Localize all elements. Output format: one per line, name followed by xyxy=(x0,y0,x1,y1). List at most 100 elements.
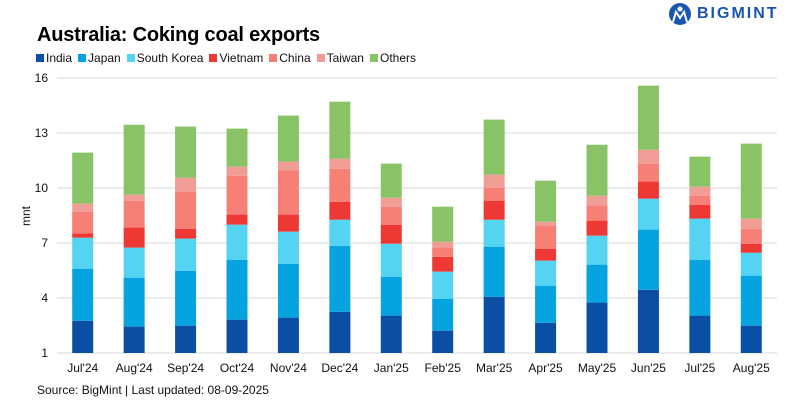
legend-swatch xyxy=(369,54,378,62)
bar-segment-south-korea xyxy=(123,247,145,278)
bar-segment-china xyxy=(277,170,299,215)
bar-segment-south-korea xyxy=(175,238,197,271)
bar-segment-china xyxy=(380,206,402,225)
bar-segment-south-korea xyxy=(329,219,351,246)
bar-segment-taiwan xyxy=(740,218,762,229)
x-tick-label: Feb'25 xyxy=(425,361,462,375)
y-tick-label: 10 xyxy=(35,181,49,195)
bar-segment-japan xyxy=(637,229,659,290)
bar-segment-vietnam xyxy=(123,227,145,248)
bar-segment-others xyxy=(226,128,248,167)
bar-segment-south-korea xyxy=(380,243,402,277)
bar-segment-south-korea xyxy=(277,231,299,264)
bar-segment-others xyxy=(175,126,197,178)
bar-segment-vietnam xyxy=(535,248,557,261)
bar-segment-japan xyxy=(432,298,454,331)
bar-segment-vietnam xyxy=(586,220,608,236)
bar-segment-taiwan xyxy=(483,174,505,188)
legend-item-vietnam: Vietnam xyxy=(209,51,263,65)
bar-segment-japan xyxy=(689,259,711,316)
bar-segment-others xyxy=(483,119,505,175)
bar-segment-china xyxy=(226,175,248,215)
y-tick-label: 16 xyxy=(35,71,49,85)
x-tick-label: Nov'24 xyxy=(270,361,307,375)
bar-segment-china xyxy=(432,247,454,257)
legend-swatch xyxy=(78,54,87,62)
bar-segment-others xyxy=(123,124,145,195)
bar-segment-japan xyxy=(740,275,762,326)
bar-segment-others xyxy=(380,163,402,198)
bar-segment-taiwan xyxy=(329,158,351,169)
bar-segment-japan xyxy=(226,259,248,320)
x-tick-label: May'25 xyxy=(578,361,617,375)
x-tick-label: Sep'24 xyxy=(167,361,204,375)
bar-segment-japan xyxy=(483,246,505,297)
legend-item-taiwan: Taiwan xyxy=(316,51,364,65)
bar-segment-taiwan xyxy=(689,186,711,196)
bar-segment-taiwan xyxy=(586,195,608,206)
legend-swatch xyxy=(126,54,135,62)
bar-segment-taiwan xyxy=(123,194,145,201)
bar-segment-south-korea xyxy=(226,224,248,260)
bar-segment-south-korea xyxy=(637,198,659,230)
bar-segment-china xyxy=(740,228,762,244)
bar-segment-china xyxy=(637,163,659,182)
legend-item-south-korea: South Korea xyxy=(126,51,204,65)
bar-segment-taiwan xyxy=(226,166,248,176)
y-tick-label: 1 xyxy=(41,346,48,360)
bar-segment-taiwan xyxy=(535,221,557,226)
bar-segment-china xyxy=(175,191,197,229)
bar-segment-others xyxy=(277,115,299,162)
x-tick-label: Jul'25 xyxy=(684,361,715,375)
bar-segment-india xyxy=(175,325,197,353)
bar-segment-others xyxy=(72,152,94,204)
legend-swatch xyxy=(209,54,218,62)
legend-label: Taiwan xyxy=(326,51,364,65)
bar-segment-china xyxy=(586,205,608,221)
x-tick-label: Aug'24 xyxy=(116,361,153,375)
bar-segment-japan xyxy=(277,263,299,318)
bar-segment-india xyxy=(380,315,402,353)
bar-segment-china xyxy=(689,195,711,205)
bar-segment-japan xyxy=(586,264,608,303)
bar-segment-south-korea xyxy=(72,237,94,269)
bar-segment-vietnam xyxy=(72,233,94,238)
bar-segment-vietnam xyxy=(689,204,711,219)
bar-segment-china xyxy=(483,187,505,201)
legend-label: China xyxy=(279,51,311,65)
bar-segment-vietnam xyxy=(175,228,197,239)
legend-label: South Korea xyxy=(136,51,204,65)
x-tick-label: Dec'24 xyxy=(321,361,358,375)
bar-segment-india xyxy=(72,320,94,353)
source-note: Source: BigMint | Last updated: 08-09-20… xyxy=(37,383,269,397)
bar-segment-south-korea xyxy=(483,219,505,247)
bar-segment-south-korea xyxy=(535,260,557,286)
x-tick-label: Apr'25 xyxy=(528,361,563,375)
x-tick-label: Jan'25 xyxy=(374,361,409,375)
y-tick-label: 4 xyxy=(41,291,48,305)
legend-swatch xyxy=(316,54,325,62)
legend-item-japan: Japan xyxy=(78,51,121,65)
bar-segment-india xyxy=(637,289,659,353)
x-tick-label: Jul'24 xyxy=(67,361,98,375)
bar-segment-others xyxy=(535,180,557,222)
x-tick-label: Oct'24 xyxy=(220,361,255,375)
bar-segment-japan xyxy=(535,285,557,323)
bar-segment-japan xyxy=(329,245,351,312)
x-tick-label: Jun'25 xyxy=(631,361,666,375)
bar-segment-vietnam xyxy=(432,256,454,272)
bar-segment-india xyxy=(586,302,608,353)
bar-segment-vietnam xyxy=(740,243,762,253)
bar-segment-japan xyxy=(380,276,402,316)
bigmint-logo: BIGMINT xyxy=(668,2,779,26)
bar-segment-taiwan xyxy=(277,161,299,171)
legend-label: Others xyxy=(379,51,416,65)
bar-segment-vietnam xyxy=(277,214,299,232)
bar-segment-others xyxy=(740,143,762,219)
bar-segment-india xyxy=(483,296,505,353)
x-tick-label: Mar'25 xyxy=(476,361,513,375)
bar-segment-india xyxy=(329,311,351,353)
legend: India Japan South Korea Vietnam China Taiwan O… xyxy=(36,51,416,65)
bar-segment-taiwan xyxy=(175,177,197,192)
